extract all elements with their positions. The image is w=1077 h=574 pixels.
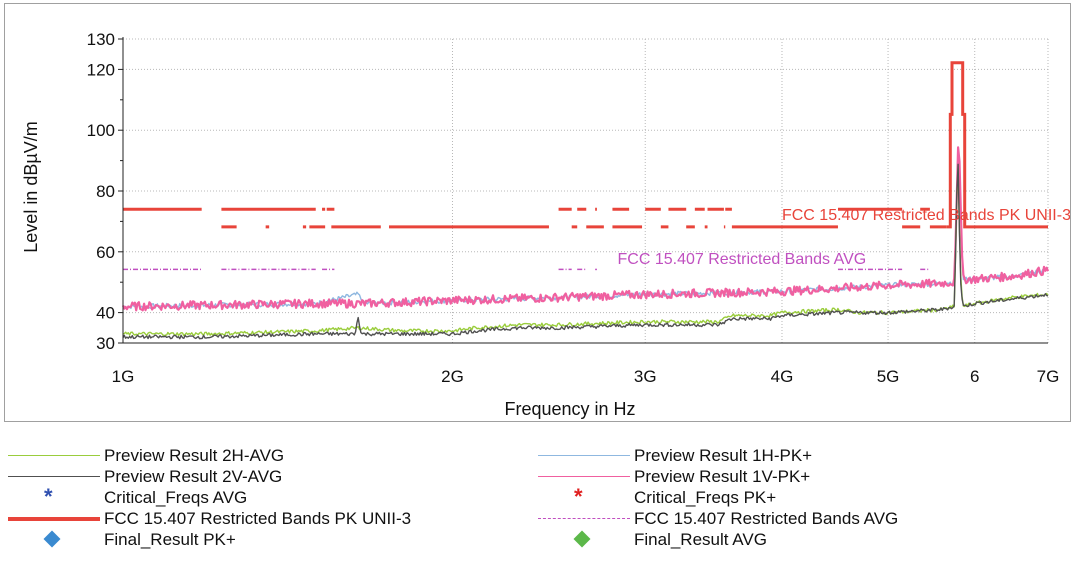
legend-item: FCC 15.407 Restricted Bands PK UNII-3 [8, 509, 411, 529]
x-tick-label: 1G [112, 367, 135, 386]
legend-line-symbol [538, 467, 630, 487]
legend-label: Preview Result 2V-AVG [104, 467, 283, 486]
chart-svg: FCC 15.407 Restricted Bands PK UNII-3 FCC… [21, 30, 1070, 419]
series-line-preview-result-2v-avg [122, 163, 1049, 340]
annotation-layer: FCC 15.407 Restricted Bands PK UNII-3 FCC… [618, 207, 1070, 268]
legend-line-symbol [8, 509, 100, 529]
chart-frame: FCC 15.407 Restricted Bands PK UNII-3 FCC… [4, 3, 1071, 422]
legend-line-symbol [538, 509, 630, 529]
legend-line-symbol [538, 446, 630, 466]
diamond-marker-icon [538, 530, 630, 550]
legend-item: Preview Result 1H-PK+ [538, 446, 812, 466]
x-tick-label: 3G [634, 367, 657, 386]
legend-item: Final_Result PK+ [8, 530, 236, 550]
y-tick-label: 60 [96, 243, 115, 262]
series-line-preview-result-1v-pk- [121, 146, 1050, 312]
x-tick-label: 2G [441, 367, 464, 386]
legend-item: Preview Result 2V-AVG [8, 467, 282, 487]
y-tick-label: 40 [96, 304, 115, 323]
legend-line-symbol [8, 467, 100, 487]
legend-label: Final_Result AVG [634, 530, 767, 549]
limit-label-avg: FCC 15.407 Restricted Bands AVG [618, 251, 867, 268]
legend-item: Preview Result 2H-AVG [8, 446, 284, 466]
asterisk-marker-icon: * [44, 484, 53, 509]
y-axis-title: Level in dBµV/m [21, 121, 41, 252]
legend-item: Final_Result AVG [538, 530, 767, 550]
legend-label: Critical_Freqs AVG [104, 488, 248, 507]
legend-label: FCC 15.407 Restricted Bands AVG [634, 509, 899, 528]
legend-label: Preview Result 1H-PK+ [634, 446, 813, 465]
limit-label-pk: FCC 15.407 Restricted Bands PK UNII-3 [782, 207, 1070, 224]
legend-item: * Critical_Freqs AVG [8, 484, 248, 509]
legend-line-symbol [8, 446, 100, 466]
axis-layer: 1G 2G 3G 4G 5G 6 7G 30 40 60 80 100 120 130 [87, 30, 1060, 386]
diamond-marker-icon [8, 530, 100, 550]
x-tick-label: 5G [877, 367, 900, 386]
series-layer [121, 61, 1050, 340]
legend-label: Critical_Freqs PK+ [634, 488, 777, 507]
legend-item: Preview Result 1V-PK+ [538, 467, 810, 487]
legend-label: FCC 15.407 Restricted Bands PK UNII-3 [104, 509, 412, 528]
x-tick-label: 6 [970, 367, 979, 386]
x-tick-label: 4G [771, 367, 794, 386]
y-tick-label: 120 [87, 60, 115, 79]
y-tick-label: 30 [96, 334, 115, 353]
legend-label: Preview Result 1V-PK+ [634, 467, 811, 486]
y-tick-label: 100 [87, 121, 115, 140]
limit-layer [123, 207, 947, 271]
legend-label: Preview Result 2H-AVG [104, 446, 285, 465]
legend-label: Final_Result PK+ [104, 530, 236, 549]
x-axis-title: Frequency in Hz [504, 399, 635, 419]
asterisk-marker-icon: * [574, 484, 583, 509]
x-tick-label: 7G [1037, 367, 1060, 386]
series-line-pk-unii3 [946, 61, 1048, 229]
y-tick-label: 80 [96, 182, 115, 201]
legend-item: FCC 15.407 Restricted Bands AVG [538, 509, 898, 529]
y-tick-label: 130 [87, 30, 115, 49]
legend-item: * Critical_Freqs PK+ [538, 484, 777, 509]
